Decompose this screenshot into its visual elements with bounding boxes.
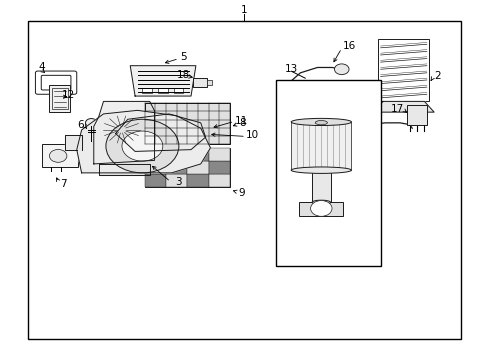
Bar (187, 148, 208, 161)
Ellipse shape (311, 200, 330, 204)
Bar (144, 148, 229, 187)
Bar (158, 88, 167, 93)
Polygon shape (64, 135, 81, 150)
Bar (41, 144, 78, 167)
Text: 6: 6 (77, 120, 84, 130)
Bar (377, 39, 428, 102)
Bar (144, 148, 166, 161)
Text: 5: 5 (180, 52, 186, 62)
Circle shape (122, 131, 163, 161)
Bar (276, 80, 380, 266)
Text: 18: 18 (177, 69, 190, 80)
Ellipse shape (315, 121, 327, 125)
Polygon shape (130, 66, 196, 96)
Bar (166, 174, 187, 187)
Bar (407, 105, 426, 125)
Text: 16: 16 (342, 41, 355, 51)
Text: 14: 14 (346, 135, 360, 145)
Text: 17: 17 (390, 104, 404, 113)
Circle shape (143, 117, 184, 148)
Bar (187, 161, 208, 174)
Text: 11: 11 (234, 116, 247, 126)
Bar (144, 103, 229, 144)
Bar (187, 174, 208, 187)
Text: 12: 12 (61, 90, 75, 100)
Polygon shape (99, 164, 149, 175)
Circle shape (310, 201, 331, 216)
Text: 3: 3 (175, 177, 182, 187)
Polygon shape (116, 114, 205, 152)
Bar (173, 88, 183, 93)
Text: 7: 7 (60, 179, 66, 189)
Bar (142, 88, 152, 93)
Bar (166, 148, 187, 161)
Polygon shape (372, 102, 433, 112)
Text: 15: 15 (346, 168, 360, 179)
Bar (208, 148, 229, 161)
Bar (144, 161, 166, 174)
Text: 10: 10 (245, 130, 259, 140)
Text: 8: 8 (239, 118, 246, 128)
Bar (193, 78, 206, 87)
Circle shape (106, 119, 179, 173)
Circle shape (49, 149, 67, 162)
Polygon shape (77, 111, 210, 173)
Bar (49, 85, 70, 112)
Bar (208, 161, 229, 174)
Polygon shape (94, 102, 154, 164)
Text: 4: 4 (39, 63, 45, 72)
Text: 9: 9 (238, 188, 245, 198)
Bar (166, 161, 187, 174)
Bar (299, 202, 343, 216)
Circle shape (85, 118, 97, 127)
Ellipse shape (290, 167, 351, 174)
Circle shape (334, 64, 348, 75)
Text: 1: 1 (241, 5, 247, 15)
Ellipse shape (311, 168, 330, 173)
Bar (208, 174, 229, 187)
Circle shape (153, 125, 175, 140)
Bar (311, 170, 330, 202)
Text: 2: 2 (434, 71, 441, 81)
Bar (52, 88, 67, 109)
Bar (144, 174, 166, 187)
Bar (206, 80, 211, 85)
Text: 13: 13 (285, 64, 298, 74)
Bar (290, 122, 351, 170)
Circle shape (117, 127, 125, 132)
Bar (28, 21, 460, 339)
Ellipse shape (290, 118, 351, 126)
